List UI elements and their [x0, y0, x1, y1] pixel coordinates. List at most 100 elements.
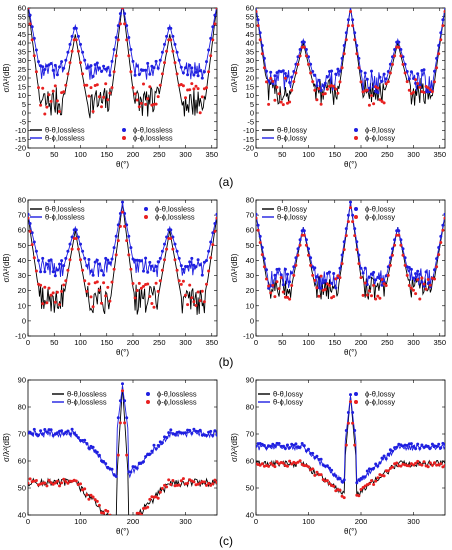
series-point	[112, 246, 116, 250]
series-point	[181, 477, 185, 481]
series-point	[213, 478, 217, 482]
legend-label: ϕ-θ,lossy	[365, 126, 395, 135]
series-point	[188, 260, 192, 264]
series-point	[123, 22, 127, 26]
series-point	[262, 265, 266, 269]
series-point	[110, 59, 114, 63]
series-point	[184, 66, 187, 70]
series-point	[100, 105, 103, 109]
x-tick-label: 250	[381, 150, 394, 159]
series-point	[104, 82, 108, 86]
series-point	[100, 301, 103, 305]
x-tick-label: 250	[153, 338, 166, 347]
series-point	[405, 70, 409, 73]
series-point	[60, 259, 64, 263]
y-tick-label: 40	[246, 39, 254, 48]
x-tick-label: 300	[407, 150, 420, 159]
series-point	[205, 434, 208, 437]
series-point	[160, 249, 164, 253]
legend-swatch-marker	[144, 215, 148, 219]
x-axis-label: θ(°)	[116, 160, 129, 169]
series-point	[184, 431, 187, 435]
y-tick-label: 35	[246, 47, 254, 56]
y-tick-label: 5	[250, 100, 254, 109]
series-point	[53, 274, 57, 278]
series-point	[125, 416, 129, 420]
series-point	[336, 91, 340, 95]
series-point	[346, 220, 350, 224]
series-point	[213, 22, 217, 26]
series-point	[344, 38, 348, 42]
series-point	[286, 464, 289, 468]
y-tick-label: 50	[18, 21, 26, 30]
series-point	[121, 8, 124, 10]
series-point	[397, 229, 401, 233]
series-point	[342, 52, 346, 56]
series-point	[83, 58, 87, 62]
series-point	[55, 73, 59, 77]
series-point	[388, 256, 392, 260]
series-point	[89, 269, 93, 273]
series-point	[135, 289, 139, 292]
series-point	[81, 50, 85, 54]
series-point	[323, 81, 327, 85]
series-point	[108, 73, 112, 77]
series-point	[28, 477, 32, 481]
series-point	[190, 66, 194, 70]
series-point	[123, 12, 127, 16]
series-point	[163, 483, 166, 487]
series-point	[194, 70, 198, 74]
y-tick-label: 5	[22, 100, 26, 109]
series-point	[283, 267, 287, 271]
series-point	[154, 102, 158, 106]
series-point	[388, 263, 392, 267]
series-point	[325, 464, 329, 468]
series-point	[51, 89, 55, 93]
series-point	[112, 70, 116, 74]
series-point	[179, 479, 183, 483]
y-tick-label: 20	[18, 74, 26, 83]
series-point	[202, 300, 206, 304]
series-point	[351, 24, 355, 28]
series-point	[424, 287, 428, 291]
series-point	[384, 457, 388, 461]
y-tick-label: -10	[243, 126, 254, 135]
series-point	[163, 258, 166, 262]
series-point	[277, 267, 281, 271]
series-point	[439, 38, 443, 42]
series-point	[265, 277, 268, 281]
series-point	[275, 71, 279, 75]
series-point	[380, 456, 384, 460]
series-point	[298, 48, 302, 51]
series-point	[213, 222, 217, 225]
series-point	[192, 300, 196, 304]
series-point	[338, 276, 342, 280]
x-tick-label: 300	[179, 150, 192, 159]
y-tick-label: 45	[18, 30, 26, 39]
series-point	[213, 229, 217, 233]
series-point	[275, 85, 279, 89]
series-point	[361, 271, 365, 275]
series-point	[334, 474, 338, 478]
legend-label: ϕ-θ,lossless	[133, 126, 173, 135]
series-point	[131, 86, 135, 90]
series-point	[323, 92, 327, 96]
series-point	[205, 60, 208, 64]
series-point	[319, 473, 323, 477]
series-point	[317, 78, 321, 82]
series-point	[426, 444, 430, 448]
series-point	[380, 79, 384, 83]
series-point	[41, 302, 45, 306]
series-point	[323, 279, 327, 282]
y-tick-label: 90	[246, 376, 254, 385]
series-point	[311, 467, 315, 471]
series-point	[68, 42, 72, 46]
series-point	[275, 280, 279, 284]
series-point	[281, 461, 285, 465]
x-tick-label: 250	[381, 338, 394, 347]
series-point	[28, 212, 30, 216]
series-point	[340, 253, 344, 257]
series-markers	[256, 206, 445, 301]
series-point	[37, 259, 40, 262]
